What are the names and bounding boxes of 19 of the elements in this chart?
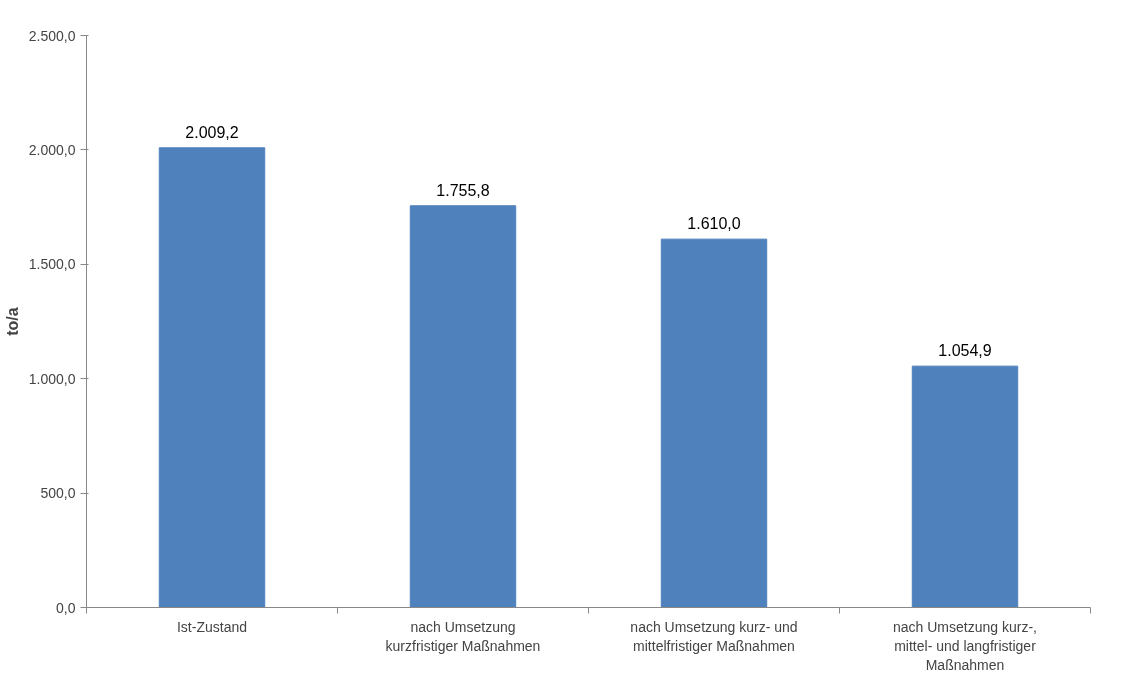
y-tick-label: 0,0 xyxy=(56,599,76,616)
x-tick-label: nach Umsetzung kurz- und mittelfristiger Maßnahmen xyxy=(630,618,798,654)
y-axis-title: to/a xyxy=(3,307,21,336)
bar xyxy=(911,365,1019,608)
data-label: 2.009,2 xyxy=(185,123,239,141)
bar xyxy=(409,205,517,608)
y-tick-label: 1.000,0 xyxy=(28,370,76,387)
y-tick-label: 1.500,0 xyxy=(28,256,76,273)
x-tick-label: nach Umsetzung kurzfristiger Maßnahmen xyxy=(385,618,541,654)
bar xyxy=(660,238,768,608)
data-label: 1.610,0 xyxy=(687,215,741,233)
y-tick-label: 2.500,0 xyxy=(28,27,76,44)
y-tick-label: 2.000,0 xyxy=(28,141,76,158)
data-label: 1.755,8 xyxy=(436,181,490,199)
bar xyxy=(158,147,266,608)
x-tick-label: Ist-Zustand xyxy=(176,618,248,635)
y-tick-label: 500,0 xyxy=(40,485,76,502)
x-tick-label: nach Umsetzung kurz-, mittel- und langfristiger Maßnahmen xyxy=(893,618,1037,673)
data-label: 1.054,9 xyxy=(938,342,992,360)
